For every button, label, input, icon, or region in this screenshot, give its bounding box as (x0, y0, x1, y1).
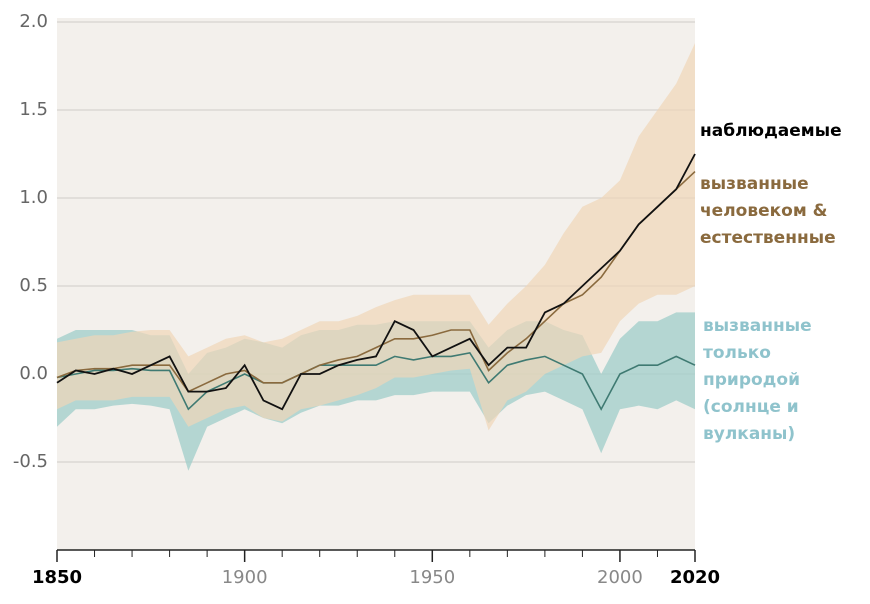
y-tick-label: 1.0 (19, 187, 48, 208)
y-tick-label: 0.5 (19, 275, 48, 296)
y-tick-label: 2.0 (19, 11, 48, 32)
x-tick-label: 1950 (409, 567, 455, 588)
x-tick-label: 2020 (670, 567, 720, 588)
series-label: человеком & (700, 201, 828, 221)
series-label: наблюдаемые (700, 121, 842, 141)
series-line (56, 153, 696, 411)
y-tick-label: -0.5 (13, 451, 48, 472)
series-label: вулканы) (703, 424, 795, 444)
series-label: вызванные (700, 174, 809, 194)
y-tick-label: 0.0 (19, 363, 48, 384)
series-line (56, 351, 696, 411)
series-label: естественные (700, 228, 836, 248)
series-label: только (703, 343, 771, 363)
series-label: вызванные (703, 316, 812, 336)
series-label: природой (703, 370, 800, 390)
uncertainty-band (57, 43, 695, 431)
y-tick-label: 1.5 (19, 99, 48, 120)
series-label: (солнце и (703, 397, 799, 417)
x-tick-label: 1900 (222, 567, 268, 588)
x-tick-label: 1850 (32, 567, 82, 588)
x-tick-label: 2000 (597, 567, 643, 588)
series-line (56, 171, 696, 393)
